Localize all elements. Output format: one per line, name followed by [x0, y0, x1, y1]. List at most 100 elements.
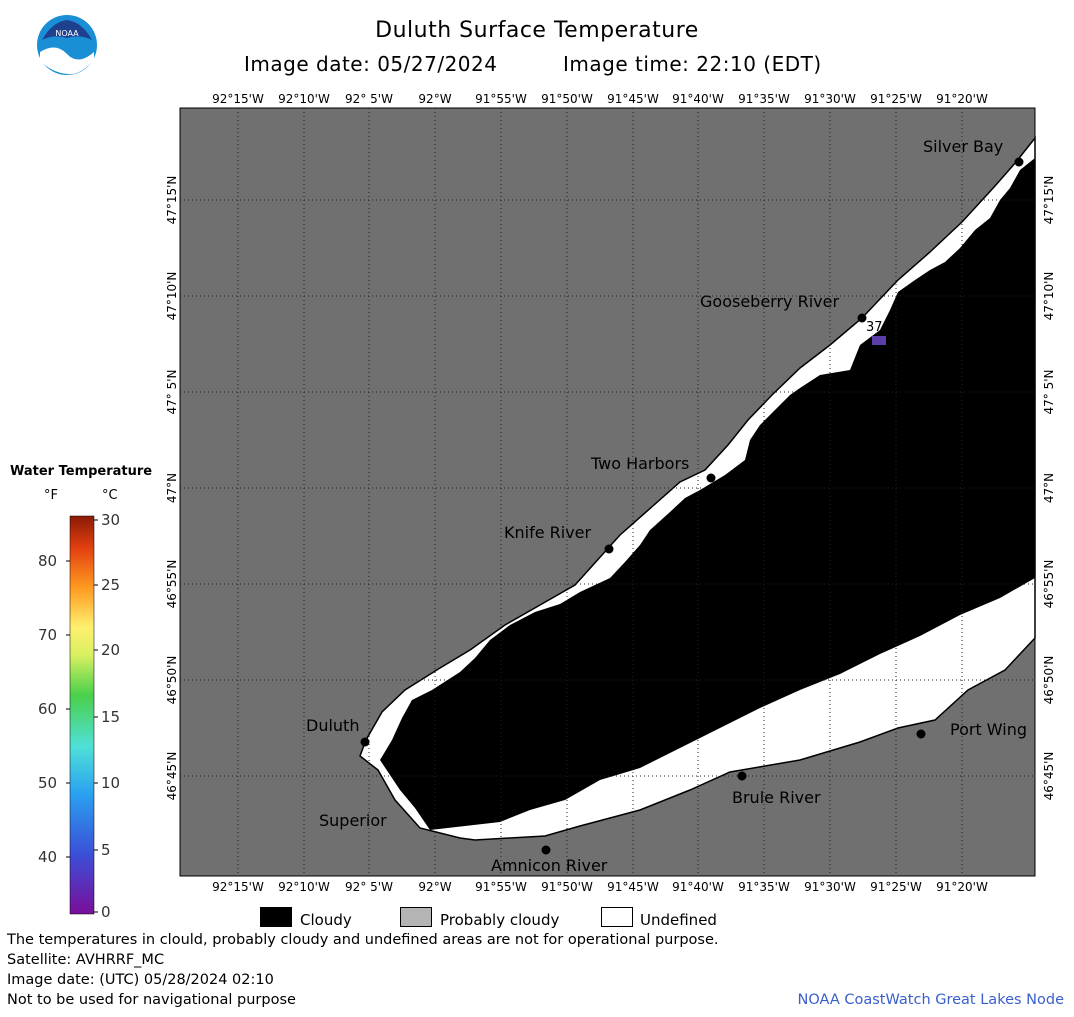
celsius-tick: 5 — [101, 841, 111, 859]
celsius-tick: 10 — [101, 774, 121, 792]
lon-label: 91°35'W — [738, 92, 790, 106]
celsius-tick: 0 — [101, 903, 111, 921]
temperature-pixel — [872, 336, 886, 345]
lon-label: 92°15'W — [212, 880, 264, 894]
duluth-marker — [360, 737, 370, 747]
lat-label: 46°55'N — [165, 560, 179, 609]
place-label: Two Harbors — [590, 454, 689, 473]
lon-label: 91°45'W — [607, 880, 659, 894]
lon-label: 91°20'W — [936, 92, 988, 106]
lon-label: 91°50'W — [541, 880, 593, 894]
lon-label: 91°55'W — [475, 880, 527, 894]
place-label: Knife River — [504, 523, 592, 542]
lat-label: 47° 5'N — [1042, 370, 1056, 415]
logo-text: NOAA — [55, 29, 79, 38]
lon-label: 91°40'W — [672, 92, 724, 106]
lat-label: 46°45'N — [165, 752, 179, 801]
lon-label: 91°45'W — [607, 92, 659, 106]
celsius-unit: °C — [102, 488, 118, 503]
map-title: Duluth Surface Temperature — [375, 18, 699, 43]
navigation-warning: Not to be used for navigational purpose — [7, 992, 296, 1008]
lon-label: 92° 5'W — [345, 92, 393, 106]
lon-label: 91°40'W — [672, 880, 724, 894]
graticule — [180, 108, 1035, 876]
two-harbors-marker — [706, 473, 716, 483]
lat-label: 47°N — [1042, 473, 1056, 503]
amnicon-river-marker — [541, 845, 551, 855]
lat-label: 47°N — [165, 473, 179, 503]
lon-labels-bottom: 92°15'W 92°10'W 92° 5'W 92°W 91°55'W 91°… — [212, 880, 988, 894]
lat-label: 47° 5'N — [165, 370, 179, 415]
lat-label: 46°50'N — [165, 656, 179, 705]
place-label: Superior — [319, 811, 387, 830]
place-label: Brule River — [732, 788, 821, 807]
undefined-swatch — [601, 907, 633, 927]
lon-labels-top: 92°15'W 92°10'W 92° 5'W 92°W 91°55'W 91°… — [212, 92, 988, 106]
image-time: Image time: 22:10 (EDT) — [563, 52, 822, 76]
noaa-logo-icon: NOAA — [37, 15, 97, 75]
fahrenheit-tick: 80 — [38, 552, 58, 570]
lat-label: 47°15'N — [165, 176, 179, 225]
image-date: Image date: 05/27/2024 — [244, 52, 498, 76]
lon-label: 92° 5'W — [345, 880, 393, 894]
satellite-text: Satellite: AVHRRF_MC — [7, 952, 165, 968]
legend-title: Water Temperature — [10, 464, 153, 479]
lon-label: 92°15'W — [212, 92, 264, 106]
lon-label: 92°W — [418, 880, 451, 894]
scale-ticks — [66, 519, 98, 913]
celsius-tick: 25 — [101, 576, 121, 594]
lat-label: 46°45'N — [1042, 752, 1056, 801]
lon-label: 91°20'W — [936, 880, 988, 894]
port-wing-marker — [916, 729, 926, 739]
place-markers — [360, 157, 1024, 855]
lon-label: 91°35'W — [738, 880, 790, 894]
lat-label: 47°15'N — [1042, 176, 1056, 225]
silver-bay-marker — [1014, 157, 1024, 167]
place-label: Port Wing — [950, 720, 1027, 739]
cloudy-swatch — [260, 907, 292, 927]
noaa-credit-link[interactable]: NOAA CoastWatch Great Lakes Node — [797, 992, 1064, 1008]
lat-label: 47°10'N — [1042, 272, 1056, 321]
lon-label: 92°W — [418, 92, 451, 106]
lon-label: 92°10'W — [278, 92, 330, 106]
lat-labels-left: 47°15'N 47°10'N 47° 5'N 47°N 46°55'N 46°… — [165, 176, 179, 801]
undefined-label: Undefined — [640, 911, 717, 929]
probably-cloudy-label: Probably cloudy — [440, 911, 560, 929]
utc-date-text: Image date: (UTC) 05/28/2024 02:10 — [7, 972, 274, 988]
cloudy-label: Cloudy — [300, 911, 352, 929]
fahrenheit-unit: °F — [44, 488, 58, 503]
lon-label: 91°25'W — [870, 92, 922, 106]
lat-label: 46°55'N — [1042, 560, 1056, 609]
temperature-color-bar — [69, 515, 95, 915]
lon-label: 91°30'W — [804, 92, 856, 106]
place-label: Gooseberry River — [700, 292, 839, 311]
brule-river-marker — [737, 771, 747, 781]
lat-labels-right: 47°15'N 47°10'N 47° 5'N 47°N 46°55'N 46°… — [1042, 176, 1056, 801]
fahrenheit-tick: 60 — [38, 700, 58, 718]
probably-cloudy-swatch — [400, 907, 432, 927]
lon-label: 91°30'W — [804, 880, 856, 894]
lon-label: 91°25'W — [870, 880, 922, 894]
place-label: Amnicon River — [491, 856, 608, 875]
lat-label: 46°50'N — [1042, 656, 1056, 705]
lon-label: 91°55'W — [475, 92, 527, 106]
fahrenheit-tick: 40 — [38, 848, 58, 866]
fahrenheit-tick: 70 — [38, 626, 58, 644]
lat-label: 47°10'N — [165, 272, 179, 321]
lon-label: 91°50'W — [541, 92, 593, 106]
lon-label: 92°10'W — [278, 880, 330, 894]
knife-river-marker — [604, 544, 614, 554]
disclaimer-text: The temperatures in clould, probably clo… — [7, 932, 719, 948]
place-label: Duluth — [306, 716, 359, 735]
celsius-tick: 20 — [101, 641, 121, 659]
place-labels: Silver Bay Gooseberry River Two Harbors … — [306, 137, 1027, 875]
map-frame — [179, 107, 1036, 877]
place-label: Silver Bay — [923, 137, 1003, 156]
celsius-tick: 30 — [101, 511, 121, 529]
cloudy-area — [380, 158, 1035, 830]
fahrenheit-tick: 50 — [38, 774, 58, 792]
gooseberry-river-marker — [857, 313, 867, 323]
temperature-reading: 37.0 — [866, 320, 895, 335]
celsius-tick: 15 — [101, 708, 121, 726]
